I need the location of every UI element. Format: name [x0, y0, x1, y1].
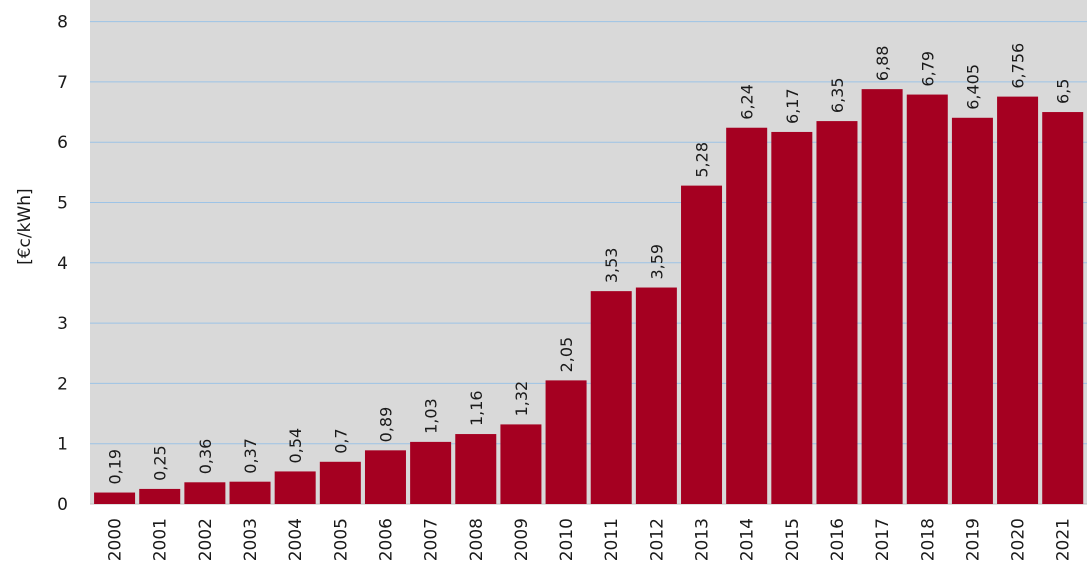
- data-label: 0,89: [376, 407, 395, 443]
- bar: [319, 461, 361, 504]
- data-label: 1,32: [512, 381, 531, 417]
- x-tick-label: 2012: [647, 518, 667, 561]
- x-tick-label: 2006: [376, 518, 396, 561]
- bar: [951, 117, 993, 504]
- data-label: 1,03: [422, 398, 441, 434]
- bar: [455, 434, 497, 504]
- x-tick-label: 2008: [467, 518, 487, 561]
- bar: [861, 89, 903, 505]
- x-tick-label: 2020: [1009, 518, 1029, 561]
- x-tick-label: 2000: [106, 518, 126, 561]
- x-tick-label: 2021: [1054, 518, 1074, 561]
- x-tick-label: 2011: [602, 518, 622, 561]
- x-tick-label: 2019: [963, 518, 983, 561]
- bar: [545, 380, 587, 504]
- data-label: 5,28: [693, 142, 712, 178]
- y-tick-label: 6: [57, 133, 68, 153]
- data-label: 0,25: [151, 445, 170, 481]
- bar: [139, 488, 181, 504]
- bar: [590, 291, 632, 504]
- bar: [906, 94, 948, 505]
- bar: [229, 481, 271, 504]
- x-tick-label: 2018: [918, 518, 938, 561]
- data-label: 6,405: [963, 64, 982, 110]
- data-label: 6,756: [1009, 43, 1028, 89]
- bar: [274, 471, 316, 504]
- data-label: 3,53: [602, 248, 621, 284]
- x-tick-label: 2014: [738, 518, 758, 561]
- data-label: 6,79: [918, 51, 937, 87]
- bar: [94, 492, 136, 504]
- x-tick-label: 2015: [783, 518, 803, 561]
- data-labels: 0,19 0,25 0,36 0,37 0,54 0,7 0,89 1,03 1,16 1,32 2…: [106, 43, 1073, 485]
- x-tick-label: 2009: [512, 518, 532, 561]
- bar: [364, 450, 406, 504]
- bar: [726, 127, 768, 504]
- data-label: 6,5: [1054, 79, 1073, 104]
- data-label: 6,35: [828, 77, 847, 113]
- data-label: 0,54: [286, 428, 305, 464]
- y-axis-label: [€c/kWh]: [15, 188, 35, 265]
- data-label: 2,05: [557, 337, 576, 373]
- bar: [1042, 112, 1084, 505]
- data-label: 6,88: [873, 46, 892, 82]
- bar: [681, 185, 723, 504]
- bar: [771, 131, 813, 504]
- data-label: 6,24: [738, 84, 757, 120]
- x-tick-label: 2004: [286, 518, 306, 561]
- bar: [997, 96, 1039, 505]
- x-tick-label: 2007: [422, 518, 442, 561]
- data-label: 0,19: [106, 449, 125, 485]
- y-tick-label: 4: [57, 254, 68, 274]
- y-tick-label: 3: [57, 314, 68, 334]
- y-axis-ticks: 0 1 2 3 4 5 6 7 8: [57, 13, 68, 515]
- x-tick-label: 2005: [331, 518, 351, 561]
- y-tick-label: 0: [57, 495, 68, 515]
- y-tick-label: 8: [57, 13, 68, 33]
- bar: [410, 441, 452, 504]
- data-label: 3,59: [647, 244, 666, 280]
- bar: [635, 287, 677, 504]
- x-tick-label: 2003: [241, 518, 261, 561]
- y-tick-label: 7: [57, 73, 68, 93]
- x-tick-label: 2002: [196, 518, 216, 561]
- x-tick-label: 2013: [693, 518, 713, 561]
- bar: [816, 121, 858, 504]
- x-tick-label: 2001: [151, 518, 171, 561]
- x-axis-ticks: 2000 2001 2002 2003 2004 2005 2006 2007 2008 2009…: [106, 518, 1074, 561]
- y-tick-label: 2: [57, 374, 68, 394]
- y-tick-label: 5: [57, 194, 68, 214]
- x-tick-label: 2017: [873, 518, 893, 561]
- data-label: 6,17: [783, 88, 802, 124]
- data-label: 0,37: [241, 438, 260, 474]
- x-tick-label: 2010: [557, 518, 577, 561]
- data-label: 0,7: [331, 428, 350, 453]
- bars: [94, 89, 1084, 505]
- bar: [184, 482, 226, 504]
- data-label: 1,16: [467, 390, 486, 426]
- x-tick-label: 2016: [828, 518, 848, 561]
- bar: [500, 424, 542, 504]
- y-tick-label: 1: [57, 435, 68, 455]
- data-label: 0,36: [196, 439, 215, 475]
